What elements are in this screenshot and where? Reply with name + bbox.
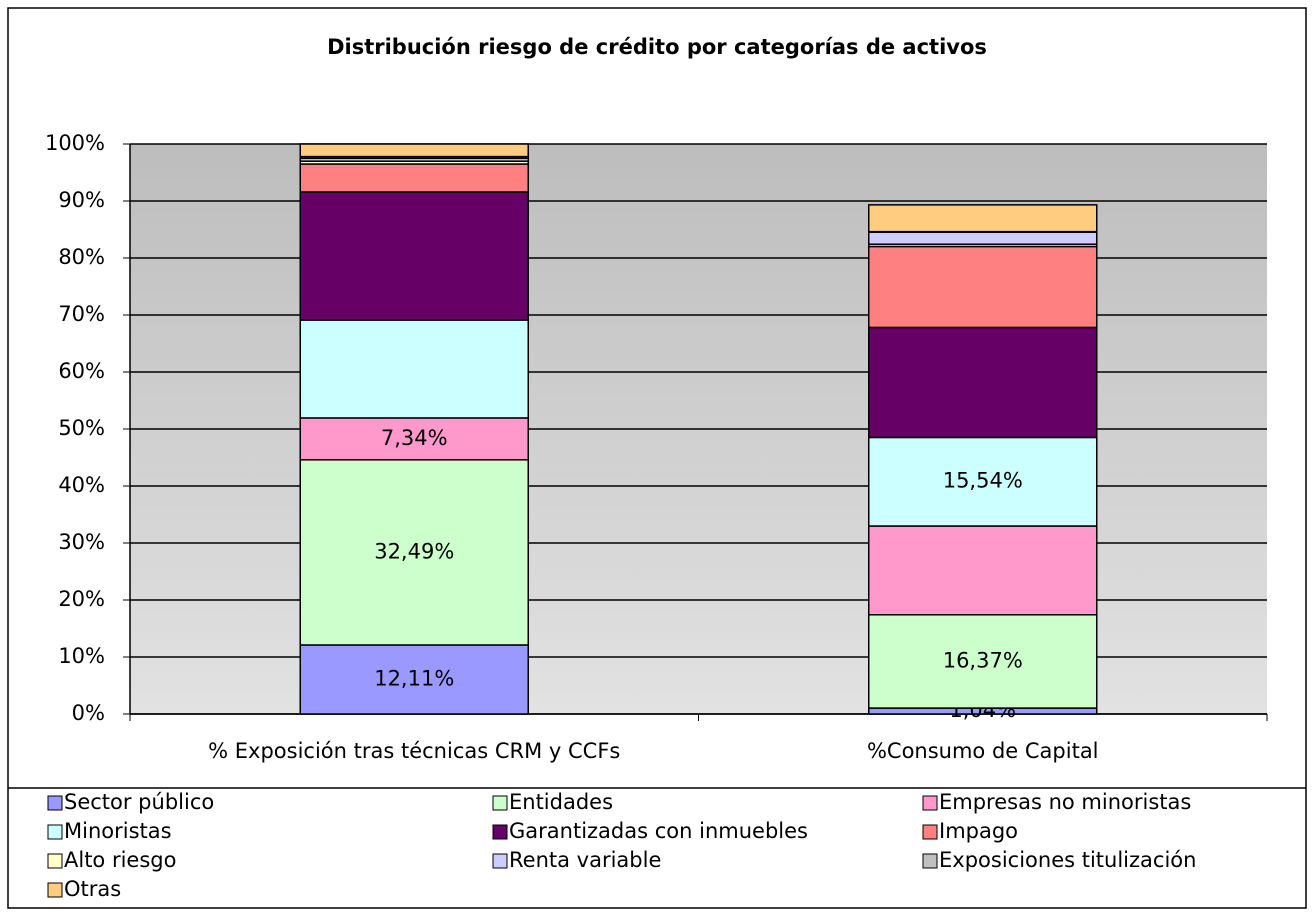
y-tick-label: 90% bbox=[58, 188, 105, 212]
legend-label: Renta variable bbox=[509, 848, 661, 872]
x-tick-label: % Exposición tras técnicas CRM y CCFs bbox=[208, 739, 620, 763]
chart-title: Distribución riesgo de crédito por categ… bbox=[327, 35, 987, 59]
bar-segment bbox=[299, 417, 529, 461]
y-tick-label: 10% bbox=[58, 644, 105, 668]
legend-swatch bbox=[47, 795, 63, 811]
bar-segment bbox=[868, 204, 1098, 233]
legend-label: Minoristas bbox=[64, 819, 172, 843]
bar-segment bbox=[868, 326, 1098, 439]
legend-swatch bbox=[922, 853, 938, 869]
legend-label: Alto riesgo bbox=[64, 848, 176, 872]
legend-swatch bbox=[922, 795, 938, 811]
y-tick-label: 60% bbox=[58, 359, 105, 383]
y-tick-label: 50% bbox=[58, 416, 105, 440]
legend-swatch bbox=[492, 853, 508, 869]
data-label: 15,54% bbox=[943, 469, 1023, 493]
bar-segment bbox=[299, 319, 529, 419]
bar-segment bbox=[868, 436, 1098, 527]
legend-swatch bbox=[47, 882, 63, 898]
data-label: 7,34% bbox=[381, 426, 448, 450]
data-label: 32,49% bbox=[374, 539, 454, 563]
bar-segment bbox=[868, 245, 1098, 329]
legend-swatch bbox=[492, 824, 508, 840]
data-label: 16,37% bbox=[943, 648, 1023, 672]
legend-label: Otras bbox=[64, 877, 121, 901]
legend-label: Empresas no minoristas bbox=[939, 790, 1191, 814]
bar-segment bbox=[868, 614, 1098, 709]
legend-swatch bbox=[47, 853, 63, 869]
y-tick-label: 70% bbox=[58, 302, 105, 326]
x-tick-label: %Consumo de Capital bbox=[867, 739, 1099, 763]
legend-label: Garantizadas con inmuebles bbox=[509, 819, 808, 843]
y-tick-label: 30% bbox=[58, 530, 105, 554]
bar-segment bbox=[299, 191, 529, 321]
y-tick-label: 0% bbox=[72, 701, 105, 725]
legend-swatch bbox=[47, 824, 63, 840]
bar-segment bbox=[299, 143, 529, 158]
legend-swatch bbox=[922, 824, 938, 840]
legend-label: Entidades bbox=[509, 790, 613, 814]
data-label: 12,11% bbox=[374, 666, 454, 690]
bar-segment bbox=[868, 525, 1098, 616]
legend-label: Exposiciones titulización bbox=[939, 848, 1196, 872]
bar-segment bbox=[299, 644, 529, 715]
legend-label: Sector público bbox=[64, 790, 214, 814]
legend-swatch bbox=[492, 795, 508, 811]
bar-segment bbox=[299, 459, 529, 646]
y-tick-label: 80% bbox=[58, 245, 105, 269]
y-tick-label: 100% bbox=[45, 131, 105, 155]
legend-label: Impago bbox=[939, 819, 1018, 843]
bar-segment bbox=[868, 231, 1098, 245]
bar-segment bbox=[299, 163, 529, 193]
y-tick-label: 20% bbox=[58, 587, 105, 611]
y-tick-label: 40% bbox=[58, 473, 105, 497]
